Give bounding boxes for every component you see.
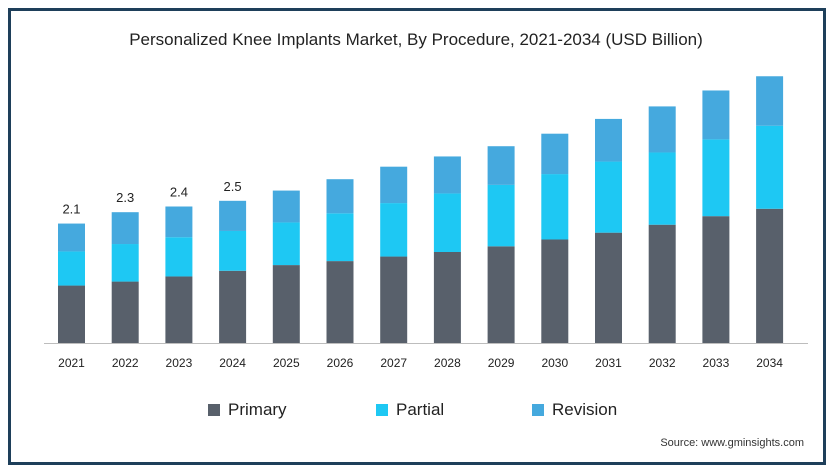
x-tick-label-2023: 2023: [166, 356, 193, 370]
x-tick-label-2027: 2027: [380, 356, 407, 370]
bar-primary-2034: [756, 208, 784, 343]
bar-primary-2026: [326, 261, 354, 343]
bar-partial-2028: [433, 193, 461, 252]
x-tick-label-2030: 2030: [541, 356, 568, 370]
bar-revision-2025: [272, 190, 300, 223]
bar-primary-2024: [219, 270, 247, 343]
legend-label-primary: Primary: [228, 400, 287, 419]
x-tick-label-2031: 2031: [595, 356, 622, 370]
legend-item-revision: Revision: [532, 400, 617, 420]
bar-primary-2022: [111, 281, 139, 343]
x-tick-label-2024: 2024: [219, 356, 246, 370]
bar-partial-2033: [702, 139, 730, 217]
x-tick-label-2021: 2021: [58, 356, 85, 370]
bar-revision-2027: [380, 166, 408, 204]
bar-primary-2030: [541, 239, 569, 343]
bar-primary-2029: [487, 246, 515, 343]
bar-revision-2028: [433, 156, 461, 194]
data-label-2023: 2.4: [170, 185, 188, 200]
bar-partial-2025: [272, 222, 300, 266]
source-note: Source: www.gminsights.com: [660, 437, 804, 449]
legend-item-partial: Partial: [376, 400, 444, 420]
data-label-2022: 2.3: [116, 190, 134, 205]
legend-label-partial: Partial: [396, 400, 445, 419]
bar-revision-2032: [648, 106, 676, 153]
bar-primary-2023: [165, 276, 193, 343]
bar-primary-2027: [380, 256, 408, 343]
bar-primary-2021: [58, 285, 85, 343]
bar-primary-2032: [648, 224, 676, 343]
x-tick-label-2029: 2029: [488, 356, 515, 370]
x-tick-label-2028: 2028: [434, 356, 461, 370]
legend-label-revision: Revision: [552, 400, 618, 419]
chart-title: Personalized Knee Implants Market, By Pr…: [129, 30, 703, 49]
data-label-2024: 2.5: [224, 179, 242, 194]
bar-revision-2022: [111, 212, 139, 245]
x-tick-label-2032: 2032: [649, 356, 676, 370]
bar-primary-2025: [272, 265, 300, 343]
bar-partial-2022: [111, 244, 139, 282]
legend-swatch-revision: [532, 404, 544, 416]
bar-revision-2024: [219, 200, 247, 231]
bar-revision-2033: [702, 90, 730, 140]
bar-partial-2024: [219, 230, 247, 271]
bar-revision-2030: [541, 133, 569, 175]
chart-frame: [8, 8, 826, 465]
x-tick-label-2025: 2025: [273, 356, 300, 370]
bar-partial-2030: [541, 174, 569, 240]
bar-revision-2031: [595, 118, 622, 162]
bar-partial-2027: [380, 203, 408, 257]
legend-swatch-primary: [208, 404, 220, 416]
legend-swatch-partial: [376, 404, 388, 416]
x-tick-label-2034: 2034: [756, 356, 783, 370]
bar-revision-2029: [487, 146, 515, 185]
x-tick-label-2026: 2026: [327, 356, 354, 370]
bar-revision-2034: [756, 76, 784, 126]
bar-partial-2031: [595, 161, 622, 233]
bar-primary-2033: [702, 216, 730, 343]
data-label-2021: 2.1: [62, 202, 80, 217]
x-tick-label-2033: 2033: [703, 356, 730, 370]
bar-partial-2026: [326, 213, 354, 262]
bar-revision-2021: [58, 223, 85, 252]
bar-revision-2026: [326, 179, 354, 214]
bar-primary-2028: [433, 252, 461, 343]
bar-primary-2031: [595, 232, 622, 343]
bar-partial-2021: [58, 251, 85, 286]
bar-partial-2034: [756, 125, 784, 209]
bar-partial-2023: [165, 237, 193, 277]
x-tick-label-2022: 2022: [112, 356, 139, 370]
bar-partial-2029: [487, 184, 515, 247]
legend-item-primary: Primary: [208, 400, 287, 420]
bar-revision-2023: [165, 206, 193, 238]
bar-partial-2032: [648, 152, 676, 225]
